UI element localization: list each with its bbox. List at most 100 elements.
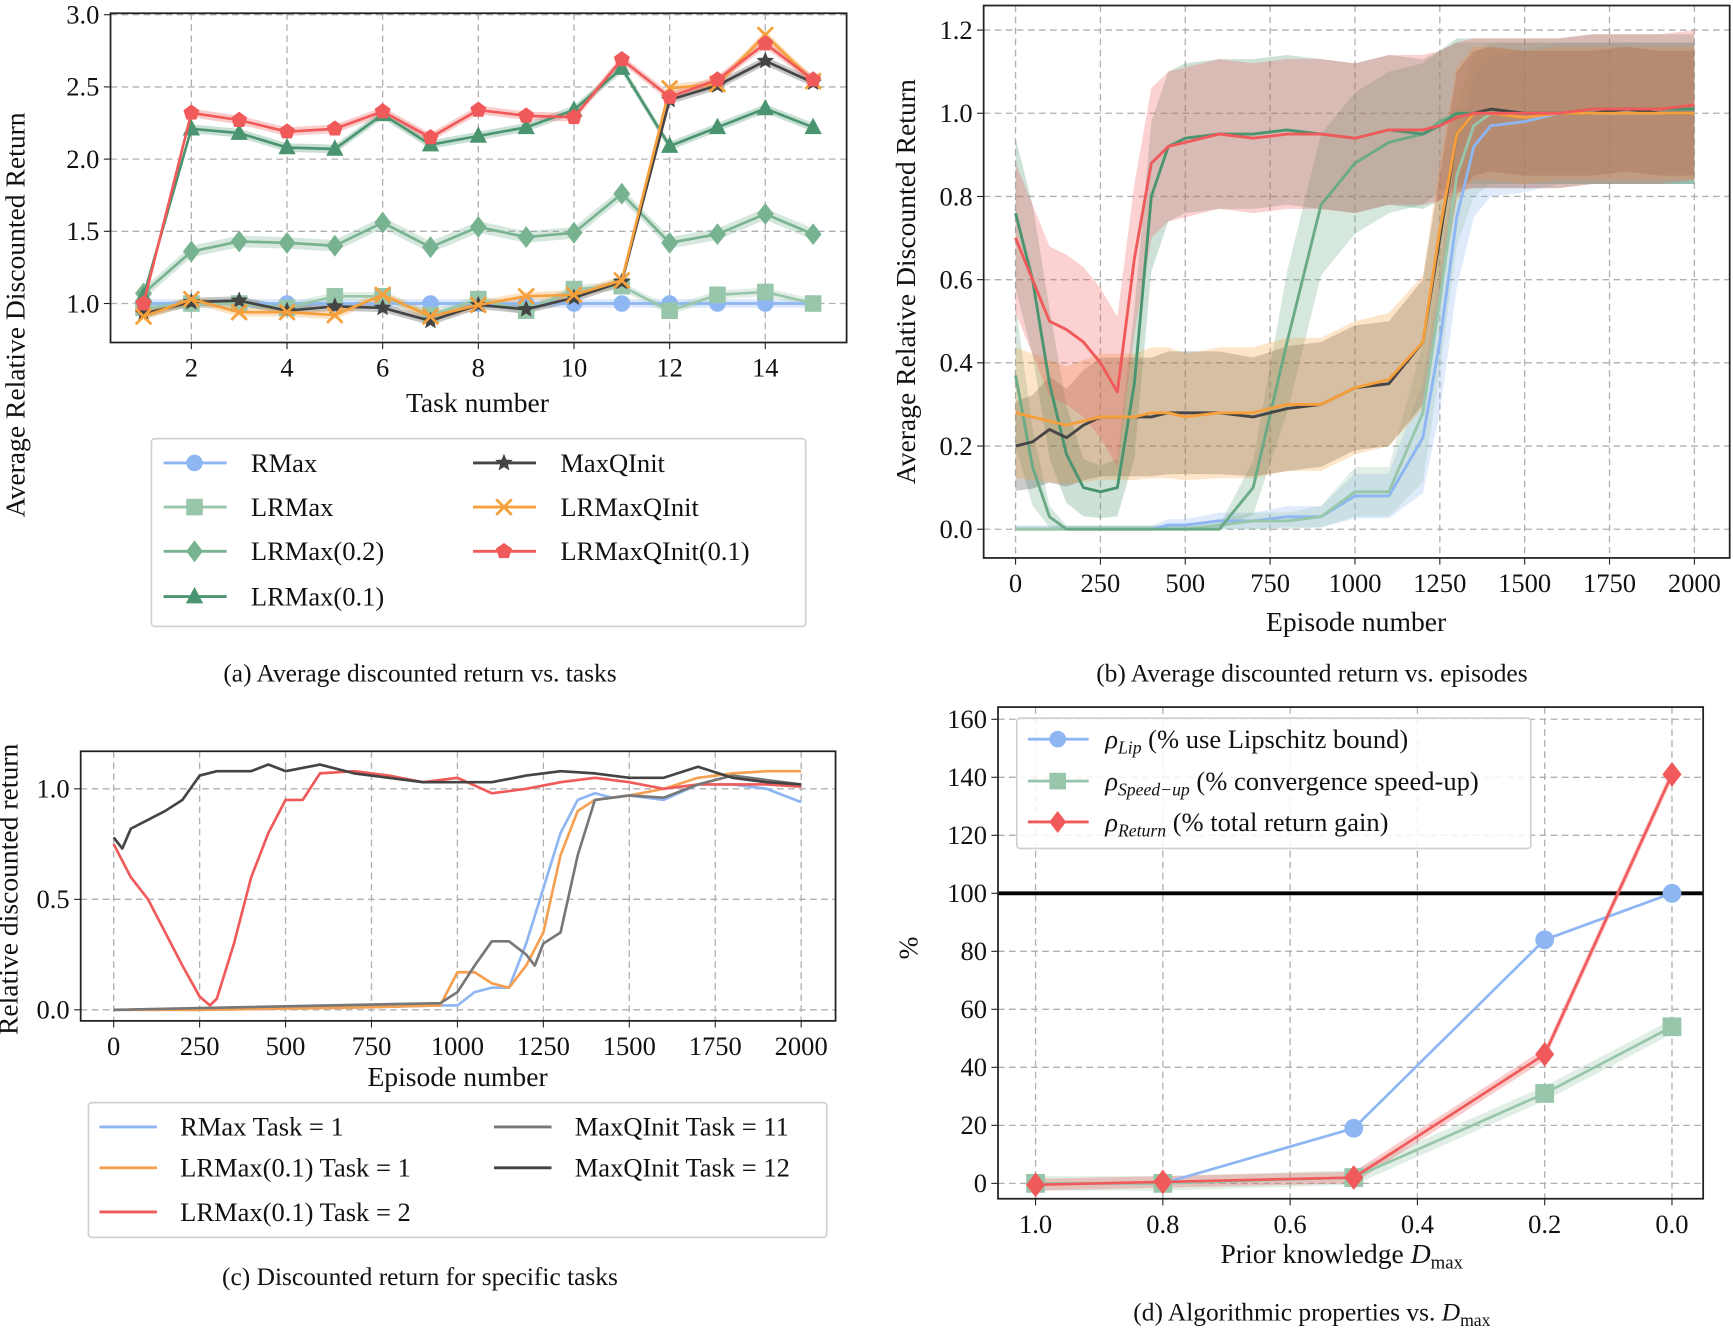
x-tick-label: 1000 [1328, 568, 1381, 598]
y-tick-label: 1.5 [66, 216, 99, 246]
x-tick-label: 750 [1250, 568, 1290, 598]
confidence-band [143, 56, 814, 326]
x-tick-label: 0.4 [1401, 1209, 1434, 1239]
data-point-marker [661, 302, 678, 320]
data-point-marker [708, 117, 727, 135]
x-tick-label: 1250 [517, 1031, 570, 1061]
legend-item: LRMax(0.1) Task = 2 [99, 1197, 411, 1227]
series-line-0 [1035, 892, 1673, 1185]
legend-item: RMax Task = 1 [99, 1112, 344, 1142]
y-tick-label: 0 [974, 1168, 987, 1198]
legend-symbol: ρ [1104, 724, 1118, 754]
y-tick-label: 1.0 [36, 774, 69, 804]
caption-text: (d) Algorithmic properties vs. [1133, 1298, 1441, 1326]
data-point-marker [661, 231, 679, 254]
data-point-marker [1026, 1172, 1046, 1198]
legend-marker [495, 542, 513, 559]
legend-marker [186, 454, 203, 472]
legend-label: LRMaxQInit [560, 492, 699, 522]
data-point-marker [469, 216, 487, 238]
x-tick-label: 1750 [689, 1031, 742, 1061]
legend-box [1015, 717, 1532, 850]
plot-frame [982, 4, 1731, 559]
y-tick-label: 20 [960, 1110, 987, 1140]
x-tick-label: 0 [1009, 568, 1022, 598]
x-axis-label: Episode number [367, 1061, 547, 1092]
legend-label: LRMaxQInit(0.1) [560, 536, 749, 566]
legend-label: ρReturn (% total return gain) [1104, 807, 1388, 841]
data-point-marker [517, 300, 535, 317]
data-point-marker [660, 136, 679, 153]
legend-label: LRMax [251, 492, 334, 522]
data-point-marker [230, 230, 248, 253]
x-axis-label-var: D [1410, 1238, 1431, 1269]
legend-item: ρLip (% use Lipschitz bound) [1027, 724, 1408, 758]
data-point-marker [421, 307, 440, 326]
legend-a: RMax LRMax LRMax(0.2) LRMax(0.1) MaxQInit LRM… [150, 437, 807, 628]
legend-label: MaxQInit [560, 448, 665, 478]
confidence-band [1015, 42, 1695, 530]
data-point-marker [1153, 1169, 1173, 1195]
caption: (a) Average discounted return vs. tasks [223, 660, 616, 688]
data-point-marker [805, 71, 822, 87]
legend-item: ρSpeed−up (% convergence speed-up) [1027, 766, 1479, 799]
x-tick-label: 500 [1165, 568, 1205, 598]
legend-marker [495, 498, 513, 516]
plot-frame [997, 706, 1705, 1200]
data-point-marker [374, 103, 391, 119]
y-axis-label: Average Relative Discounted Return [0, 112, 30, 517]
legend-label: MaxQInit Task = 12 [575, 1153, 790, 1183]
x-tick-label: 2000 [775, 1031, 828, 1061]
confidence-band [1015, 42, 1695, 530]
x-axis-label: Task number [406, 387, 549, 418]
confidence-band [1015, 46, 1695, 485]
legend-label: ρLip (% use Lipschitz bound) [1104, 724, 1408, 758]
data-point-marker [518, 107, 535, 123]
y-tick-label: 100 [947, 878, 987, 908]
x-tick-label: 2000 [1668, 568, 1721, 598]
legend-label: LRMax(0.1) [251, 581, 384, 611]
plot-area [1014, 30, 1695, 531]
chart-c: 0 250 500 750 1000 1250 1500 1750 2000 0.0 0.5 1.0 E… [0, 744, 837, 1291]
data-point-marker [756, 98, 774, 116]
legend-label: MaxQInit Task = 11 [575, 1112, 789, 1142]
plot-area [134, 26, 822, 329]
data-point-marker [231, 111, 248, 127]
series-line-1 [1035, 1025, 1673, 1185]
data-point-marker [1662, 883, 1682, 903]
y-tick-label: 3.0 [66, 0, 99, 30]
y-tick-label: 0.5 [36, 884, 69, 914]
x-tick-label: 1500 [603, 1031, 656, 1061]
legend-item: LRMax(0.2) [163, 536, 384, 566]
legend-box [150, 437, 807, 628]
y-tick-label: 2.0 [66, 144, 99, 174]
caption: (c) Discounted return for specific tasks [222, 1263, 618, 1291]
legend-description: (% total return gain) [1173, 807, 1389, 837]
y-axis-label: Average Relative Discounted Return [890, 79, 921, 484]
data-point-marker [517, 287, 535, 305]
x-tick-label: 750 [352, 1031, 392, 1061]
x-tick-label: 4 [280, 353, 293, 383]
data-point-marker [613, 295, 631, 312]
legend-marker [1049, 811, 1067, 833]
caption-var: D [1441, 1298, 1460, 1326]
x-axis-label-text: Task number [406, 387, 549, 418]
legend-marker [1049, 772, 1066, 790]
legend-marker [186, 498, 203, 516]
data-point-marker [517, 117, 535, 135]
x-tick-label: 14 [752, 353, 779, 383]
caption: (d) Algorithmic properties vs. Dmax [1133, 1298, 1490, 1328]
legend-subscript: Return [1117, 820, 1166, 840]
data-point-marker [278, 137, 296, 155]
data-point-marker [1344, 1118, 1364, 1138]
legend-item: MaxQInit Task = 12 [494, 1153, 790, 1183]
x-tick-label: 0.2 [1528, 1209, 1561, 1239]
data-point-marker [757, 283, 774, 301]
legend-description: (% use Lipschitz bound) [1148, 724, 1408, 754]
data-point-marker [278, 303, 296, 321]
legend-item: LRMaxQInit(0.1) [473, 536, 750, 566]
x-tick-label: 0 [107, 1031, 120, 1061]
legend-item: LRMaxQInit [473, 492, 699, 522]
data-point-marker [565, 286, 583, 304]
data-point-marker [613, 51, 630, 67]
